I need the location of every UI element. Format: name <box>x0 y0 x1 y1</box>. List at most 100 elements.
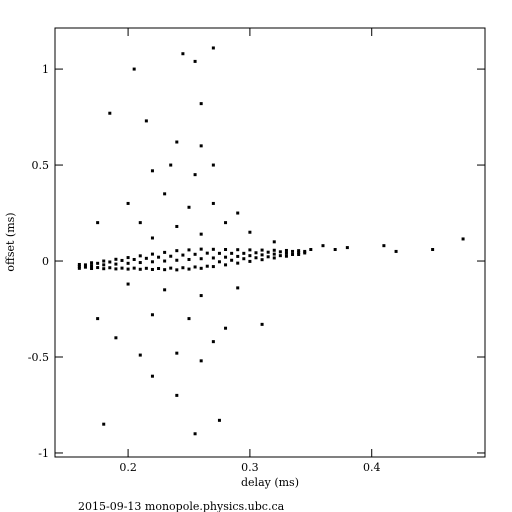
point <box>108 266 112 270</box>
point <box>175 140 179 144</box>
point <box>169 163 173 167</box>
point <box>431 248 435 252</box>
point <box>291 252 295 256</box>
point <box>163 192 167 196</box>
point <box>205 251 209 255</box>
point <box>150 169 154 173</box>
point <box>114 257 118 261</box>
point <box>248 248 252 252</box>
point <box>150 260 154 264</box>
point <box>224 263 228 267</box>
point <box>169 254 173 258</box>
point <box>230 251 234 255</box>
point <box>236 261 240 265</box>
point <box>193 59 197 63</box>
point <box>138 353 142 357</box>
point <box>83 263 87 267</box>
point <box>138 254 142 258</box>
point <box>163 268 167 272</box>
point <box>224 326 228 330</box>
y-tick-label: 1 <box>42 63 49 76</box>
point <box>199 294 203 298</box>
point <box>132 67 136 71</box>
point <box>90 264 94 268</box>
point <box>102 422 106 426</box>
point <box>181 52 185 56</box>
point <box>303 249 307 253</box>
point <box>96 266 100 270</box>
point <box>284 251 288 255</box>
point <box>163 250 167 254</box>
point <box>77 262 81 266</box>
x-axis-label: delay (ms) <box>241 476 299 489</box>
x-tick-label: 0.2 <box>119 461 137 474</box>
point <box>187 317 191 321</box>
x-tick-label: 0.4 <box>363 461 381 474</box>
point <box>120 266 124 270</box>
point <box>260 258 264 262</box>
point <box>175 268 179 272</box>
point <box>236 254 240 258</box>
point <box>108 260 112 264</box>
point <box>266 255 270 259</box>
point <box>163 288 167 292</box>
point <box>175 258 179 262</box>
point <box>138 221 142 225</box>
point <box>193 432 197 436</box>
point <box>175 249 179 253</box>
point <box>272 256 276 260</box>
y-tick-label: 0 <box>42 255 49 268</box>
point <box>236 248 240 252</box>
point <box>132 266 136 270</box>
point <box>211 340 215 344</box>
point <box>157 255 161 259</box>
point <box>169 266 173 270</box>
point <box>236 211 240 215</box>
point <box>138 267 142 271</box>
point <box>199 102 203 106</box>
point <box>150 252 154 256</box>
point <box>272 252 276 256</box>
point <box>126 282 130 286</box>
point <box>163 259 167 263</box>
point <box>193 173 197 177</box>
point <box>260 248 264 252</box>
point <box>248 259 252 263</box>
point <box>242 257 246 261</box>
point <box>187 205 191 209</box>
point <box>217 260 221 264</box>
point <box>157 267 161 271</box>
point <box>303 251 307 255</box>
point <box>345 246 349 250</box>
point <box>211 201 215 205</box>
point <box>260 322 264 326</box>
point <box>211 163 215 167</box>
point <box>211 46 215 50</box>
point <box>175 393 179 397</box>
point <box>114 267 118 271</box>
point <box>150 313 154 317</box>
footer: 2015-09-13 monopole.physics.ubc.ca <box>78 500 285 512</box>
point <box>83 265 87 269</box>
point <box>187 248 191 252</box>
point <box>120 258 124 262</box>
point <box>114 262 118 266</box>
point <box>297 252 301 256</box>
point <box>211 265 215 269</box>
point <box>199 359 203 363</box>
point <box>394 249 398 253</box>
point <box>260 253 264 257</box>
point <box>217 418 221 422</box>
point <box>108 111 112 115</box>
point <box>199 232 203 236</box>
point <box>90 261 94 265</box>
point <box>291 249 295 253</box>
point <box>236 286 240 290</box>
point <box>248 230 252 234</box>
point <box>138 261 142 265</box>
point <box>193 265 197 269</box>
point <box>297 249 301 253</box>
point <box>309 248 313 252</box>
point <box>199 144 203 148</box>
